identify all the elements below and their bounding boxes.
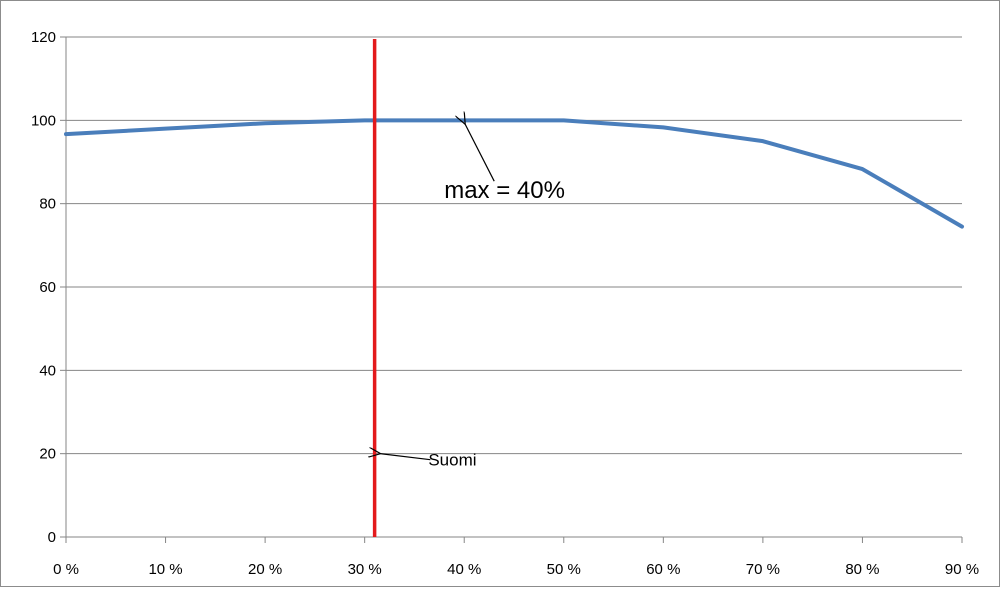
- axis-layer: 0 20 40 60 80 100 120 0 % 10 % 20 % 30 % 40 % 50 % 60…: [31, 29, 979, 578]
- y-tick-label: 100: [31, 112, 56, 129]
- y-tick-label: 40: [39, 362, 56, 379]
- x-tick-label: 90 %: [945, 561, 979, 578]
- annotation-arrow-suomi: [381, 454, 431, 461]
- x-tick-label: 10 %: [148, 561, 182, 578]
- annotation-label-max: max = 40%: [444, 177, 565, 204]
- x-tick-label: 20 %: [248, 561, 282, 578]
- annotation-layer: max = 40% Suomi: [381, 124, 565, 470]
- y-tick-label: 120: [31, 29, 56, 46]
- x-tick-label: 40 %: [447, 561, 481, 578]
- x-tick-label: 80 %: [845, 561, 879, 578]
- annotation-arrow-max: [465, 124, 495, 182]
- annotation-label-suomi: Suomi: [428, 451, 476, 470]
- y-tick-label: 0: [48, 529, 56, 546]
- x-tick-label: 50 %: [547, 561, 581, 578]
- y-tick-label: 80: [39, 196, 56, 213]
- x-tick-label: 60 %: [646, 561, 680, 578]
- y-tick-label: 20: [39, 446, 56, 463]
- x-tick-label: 0 %: [53, 561, 79, 578]
- y-tick-label: 60: [39, 279, 56, 296]
- series-layer: [64, 118, 964, 229]
- x-tick-label: 70 %: [746, 561, 780, 578]
- series-line: [64, 118, 964, 229]
- x-tick-label: 30 %: [348, 561, 382, 578]
